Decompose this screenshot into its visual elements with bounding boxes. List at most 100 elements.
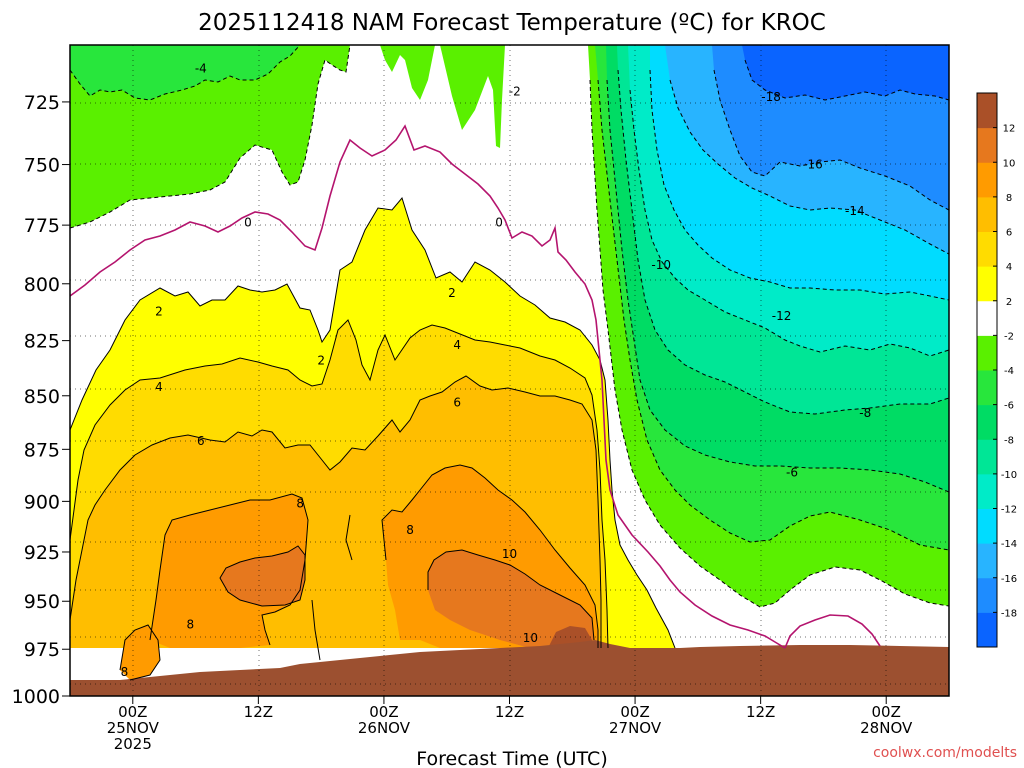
contour-edge [345,514,353,561]
y-axis: 725 750 775 800 825 850 875 900 925 950 975 1000 [12,92,70,708]
x-tick-label: 00Z [369,703,398,721]
x-axis-label: Forecast Time (UTC) [416,748,607,768]
contour-minus18 [744,59,949,101]
colorbar-label: 2 [1006,297,1012,308]
contour-label: -6 [786,465,798,479]
y-tick-label: 800 [24,274,60,296]
x-tick-label: 12Z [244,703,273,721]
contour-label: 2 [448,286,456,300]
fill-above-10 [220,546,305,606]
colorbar-segment [977,370,997,406]
contour-8-b [381,464,599,648]
chart-title: 2025112418 NAM Forecast Temperature (ºC)… [198,10,826,36]
colorbar-segment [977,335,997,371]
x-tick-label: 26NOV [358,719,411,737]
y-tick-label: 875 [24,439,60,461]
contour-label: 2 [155,304,163,318]
freezing-lines [70,124,881,649]
contour-label: -2 [509,85,521,99]
contour-minus6 [606,79,949,493]
colorbar-segment [977,508,997,544]
contour-label: 6 [197,434,205,448]
colorbar-segment [977,127,997,163]
colorbar-label: 12 [1003,124,1016,135]
contour-6 [70,375,602,648]
x-tick-label: 12Z [495,703,524,721]
y-tick-label: 975 [24,639,60,661]
contour-minus2 [589,79,949,608]
colorbar-segment [977,543,997,579]
contour-minus2-upper [70,45,351,229]
contour-label: 8 [406,523,414,537]
contour-minus8 [617,69,949,415]
grid [70,45,949,696]
contour-label: 10 [502,547,517,561]
contour-label: -12 [772,309,792,323]
contour-label: -18 [761,90,781,104]
contour-label: 4 [453,338,461,352]
contour-minus14 [669,79,949,255]
contour-edge [311,599,321,661]
x-tick-label: 00Z [872,703,901,721]
contour-label: 0 [244,216,252,230]
contour-4 [70,319,609,649]
y-tick-label: 750 [24,155,60,177]
contour-10-b [427,549,595,641]
contour-label: 8 [121,665,129,679]
y-tick-label: 725 [24,92,60,114]
freezing-line-upper [70,124,786,649]
colorbar-label: -2 [1004,331,1014,342]
colorbar-segment [977,473,997,509]
fill-below-minus4-upper [70,45,300,100]
colorbar-segment [977,93,997,129]
y-tick-label: 775 [24,215,60,237]
colorbar-segment [977,162,997,198]
y-tick-label: 850 [24,386,60,408]
contour-label: -14 [845,204,865,218]
colorbar-label: -12 [1001,505,1017,516]
contour-label: 6 [453,395,461,409]
contour-label: -8 [859,406,871,420]
contour-label: 10 [523,631,538,645]
colorbar-segment [977,231,997,267]
contour-10 [219,545,306,607]
contour-label: -4 [195,62,207,76]
colorbar-segment [977,300,997,336]
colorbar-label: -4 [1004,366,1014,377]
y-tick-label: 950 [24,591,60,613]
fill-below-minus18 [742,45,949,100]
contour-label: -10 [651,258,671,272]
plot-area: -4 -2 -18 -16 -14 -10 -12 -8 -6 0 0 2 2 2 4 4 6 6 8 8 8 8 10 10 [70,45,949,696]
contour-minus12 [649,69,949,301]
fill-below-minus2-upper-c [440,45,505,148]
colorbar-segment [977,196,997,232]
colorbar-segment [977,404,997,440]
x-tick-label: 25NOV [107,719,160,737]
contour-label: 2 [317,354,325,368]
colorbar-label: 8 [1006,193,1012,204]
y-tick-label: 900 [24,491,60,513]
contour-label: 4 [155,380,163,394]
credit-text: coolwx.com/modelts [873,745,1017,761]
colorbar-label: -10 [1001,470,1017,481]
contour-label: 8 [296,496,304,510]
colorbar-label: 10 [1003,158,1016,169]
colorbar: -18 -16 -14 -12 -10 -8 -6 -4 -2 2 4 6 8 10 12 [976,92,1017,648]
y-tick-label: 925 [24,542,60,564]
contour-label: 0 [495,216,503,230]
colorbar-label: 4 [1006,262,1012,273]
x-tick-label: 2025 [114,735,152,753]
warm-isotherm-extra [311,514,353,661]
y-tick-label: 1000 [12,686,60,708]
contour-8-c [119,624,161,681]
colorbar-segment [977,266,997,302]
x-tick-label: 27NOV [609,719,662,737]
fill-below-minus2-upper-b [380,45,435,100]
freezing-line-lower [784,614,881,649]
colorbar-label: 6 [1006,228,1012,239]
colorbar-segment [977,577,997,613]
colorbar-label: -16 [1001,574,1017,585]
contour-lines [70,45,949,681]
colorbar-segment [977,612,997,648]
